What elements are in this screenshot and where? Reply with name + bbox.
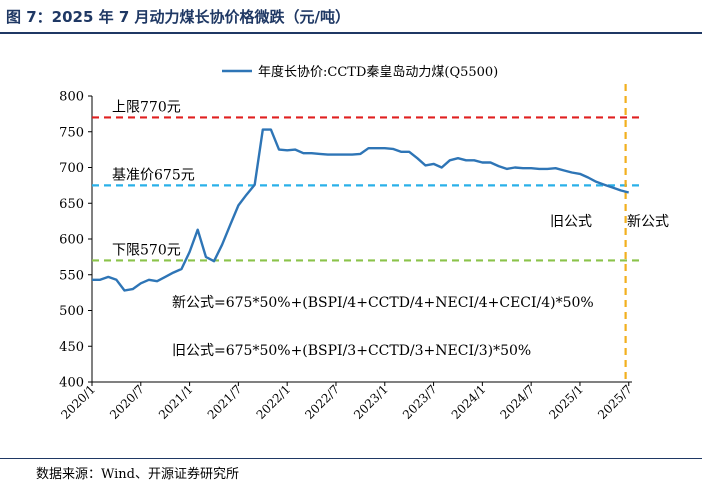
bottom-rule <box>0 458 702 459</box>
x-tick-label: 2021/7 <box>205 382 245 422</box>
series-line <box>92 128 630 292</box>
old-formula-text: 旧公式=675*50%+(BSPI/3+CCTD/3+NECI/3)*50% <box>172 343 531 359</box>
y-tick-label: 450 <box>59 340 84 355</box>
y-tick-label: 600 <box>59 233 84 248</box>
top-rule <box>0 32 702 34</box>
old-formula-region-label: 旧公式 <box>550 214 592 230</box>
y-tick-label: 700 <box>59 161 84 176</box>
legend-label: 年度长协价:CCTD秦皇岛动力煤(Q5500) <box>258 64 498 80</box>
y-tick-label: 800 <box>59 90 84 105</box>
label-layer: 年度长协价:CCTD秦皇岛动力煤(Q5500) 上限770元基准价675元下限57… <box>112 64 669 359</box>
x-tick-label: 2022/1 <box>254 382 294 422</box>
x-tick-label: 2025/1 <box>546 382 586 422</box>
x-tick-label: 2020/7 <box>107 382 147 422</box>
reference-lines <box>92 84 640 382</box>
reference-line-label: 基准价675元 <box>112 166 195 183</box>
reference-line-label: 下限570元 <box>112 242 181 258</box>
x-tick-label: 2023/7 <box>400 382 440 422</box>
y-tick-label: 500 <box>59 304 84 319</box>
source-note: 数据来源：Wind、开源证券研究所 <box>36 467 239 482</box>
x-tick-label: 2024/7 <box>498 382 538 422</box>
y-tick-label: 750 <box>59 125 84 140</box>
y-tick-label: 400 <box>59 376 84 391</box>
x-tick-label: 2025/7 <box>595 382 635 422</box>
x-tick-label: 2021/1 <box>156 382 196 422</box>
x-tick-label: 2024/1 <box>449 382 489 422</box>
series-layer <box>92 128 630 292</box>
y-tick-label: 550 <box>59 268 84 283</box>
y-tick-label: 650 <box>59 197 84 212</box>
reference-line-label: 上限770元 <box>112 99 181 115</box>
new-formula-region-label: 新公式 <box>627 214 669 230</box>
x-tick-label: 2022/7 <box>302 382 342 422</box>
figure-title: 图 7：2025 年 7 月动力煤长协价格微跌（元/吨） <box>6 8 350 26</box>
x-tick-label: 2023/1 <box>351 382 391 422</box>
new-formula-text: 新公式=675*50%+(BSPI/4+CCTD/4+NECI/4+CECI/4… <box>172 295 594 311</box>
